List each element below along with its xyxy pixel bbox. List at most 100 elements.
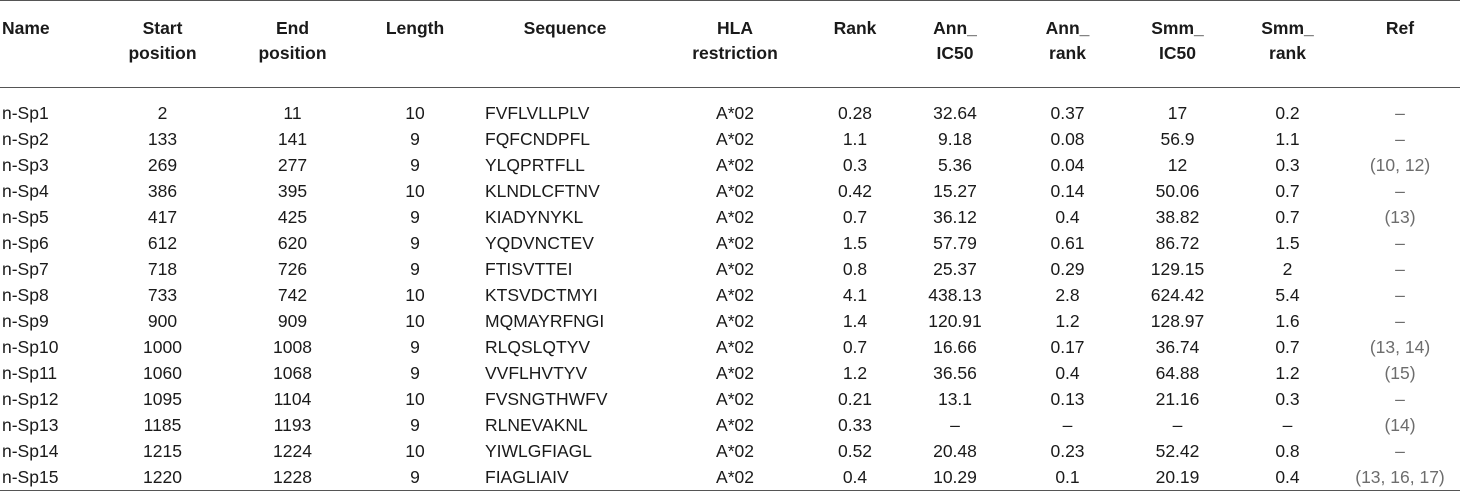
cell-sequence: MQMAYRFNGI	[485, 311, 605, 331]
cell-ref: (13, 14)	[1369, 337, 1431, 357]
cell-hla-restriction: A*02	[716, 415, 754, 435]
cell-sequence: FIAGLIAIV	[475, 464, 655, 491]
cell-end-position: 1008	[273, 337, 312, 357]
cell-end-position: 141	[277, 129, 308, 149]
cell-name: n-Sp3	[2, 155, 49, 175]
cell-ref: (13)	[1384, 207, 1416, 227]
column-header-ann-rank: Ann_ rank	[1015, 0, 1120, 88]
cell-end-position: 726	[277, 259, 308, 279]
cell-rank: 0.4	[815, 464, 895, 491]
table-row: n-Sp3 269 277 9 YLQPRTFLL A*02 0.3 5.36 0.04 12 0.…	[0, 152, 1460, 178]
cell-name: n-Sp6	[2, 233, 49, 253]
cell-length: 10	[405, 441, 425, 461]
table-body: n-Sp1 2 11 10 FVFLVLLPLV A*02 0.28 32.64 0.37 17 0…	[0, 88, 1460, 491]
cell-start-position: 1215	[143, 441, 182, 461]
cell-end-position: 742	[277, 285, 308, 305]
column-header-ann-ic50: Ann_ IC50	[895, 0, 1015, 88]
cell-smm-rank: 0.7	[1275, 207, 1300, 227]
cell-smm-rank: 1.2	[1275, 363, 1300, 383]
cell-rank: 1.4	[842, 311, 868, 331]
cell-length: 10	[405, 181, 425, 201]
cell-hla-restriction: A*02	[655, 464, 815, 491]
cell-sequence: RLQSLQTYV	[485, 337, 591, 357]
cell-length: 10	[405, 389, 425, 409]
cell-end-position: 620	[277, 233, 308, 253]
column-header-length: Length	[355, 0, 475, 88]
cell-rank: 1.1	[842, 129, 868, 149]
table-row: n-Sp8 733 742 10 KTSVDCTMYI A*02 4.1 438.13 2.8 6…	[0, 282, 1460, 308]
cell-ref: –	[1395, 259, 1405, 279]
cell-smm-rank: 0.4	[1235, 464, 1340, 491]
cell-hla-restriction: A*02	[716, 259, 754, 279]
cell-name: n-Sp10	[2, 337, 59, 357]
column-header-line1: Rank	[833, 18, 877, 38]
cell-end-position: 1228	[230, 464, 355, 491]
cell-ann-ic50: 36.56	[933, 363, 977, 383]
cell-length: 9	[355, 464, 475, 491]
cell-start-position: 1220	[95, 464, 230, 491]
cell-ann-ic50: 32.64	[933, 103, 977, 123]
cell-ann-ic50: 36.12	[933, 207, 977, 227]
cell-smm-ic50: 21.16	[1155, 389, 1200, 409]
column-header-line1: Ref	[1385, 18, 1415, 38]
cell-hla-restriction: A*02	[716, 233, 754, 253]
cell-ann-rank: 0.23	[1050, 441, 1085, 461]
cell-smm-rank: 1.6	[1275, 311, 1300, 331]
cell-smm-rank: 0.3	[1275, 155, 1300, 175]
cell-smm-ic50: 624.42	[1150, 285, 1205, 305]
cell-rank: 0.21	[837, 389, 873, 409]
cell-ann-ic50: 9.18	[937, 129, 973, 149]
cell-start-position: 1185	[143, 415, 182, 435]
column-header-line1: Ann_	[933, 18, 977, 38]
cell-length: 9	[410, 233, 420, 253]
cell-end-position: 1193	[273, 415, 312, 435]
cell-ref: (15)	[1384, 363, 1416, 383]
cell-start-position: 2	[157, 103, 168, 123]
table-row: n-Sp6 612 620 9 YQDVNCTEV A*02 1.5 57.79 0.61 86.…	[0, 230, 1460, 256]
cell-length: 9	[410, 415, 420, 435]
cell-ann-ic50: 57.79	[933, 233, 977, 253]
cell-name: n-Sp2	[2, 129, 49, 149]
cell-hla-restriction: A*02	[716, 155, 754, 175]
cell-smm-ic50: 56.9	[1160, 129, 1195, 149]
cell-hla-restriction: A*02	[716, 181, 754, 201]
cell-name: n-Sp5	[2, 207, 49, 227]
cell-start-position: 612	[147, 233, 178, 253]
cell-ann-ic50: 16.66	[933, 337, 977, 357]
cell-end-position: 11	[283, 103, 302, 123]
cell-hla-restriction: A*02	[716, 311, 754, 331]
cell-ref: –	[1395, 389, 1405, 409]
column-header-start-position: Start position	[95, 0, 230, 88]
cell-smm-ic50: 86.72	[1155, 233, 1200, 253]
cell-smm-ic50: –	[1172, 415, 1183, 435]
cell-sequence: FQFCNDPFL	[485, 129, 590, 149]
cell-end-position: 1104	[273, 389, 312, 409]
cell-ann-rank: 0.29	[1050, 259, 1085, 279]
column-header-line1: Sequence	[523, 18, 607, 38]
cell-sequence: FVFLVLLPLV	[485, 103, 590, 123]
cell-hla-restriction: A*02	[716, 389, 754, 409]
cell-end-position: 1068	[273, 363, 312, 383]
cell-sequence: FTISVTTEI	[485, 259, 573, 279]
cell-length: 9	[410, 155, 420, 175]
cell-length: 9	[410, 129, 420, 149]
cell-name: n-Sp1	[2, 103, 49, 123]
column-header-line2: position	[258, 43, 327, 63]
column-header-sequence: Sequence	[475, 0, 655, 88]
cell-smm-ic50: 52.42	[1155, 441, 1200, 461]
cell-ref: –	[1395, 181, 1405, 201]
cell-sequence: YIWLGFIAGL	[485, 441, 592, 461]
cell-name: n-Sp15	[0, 464, 95, 491]
cell-name: n-Sp11	[2, 363, 58, 383]
cell-rank: 0.8	[842, 259, 868, 279]
cell-length: 10	[405, 103, 425, 123]
cell-hla-restriction: A*02	[716, 441, 754, 461]
table-row: n-Sp13 1185 1193 9 RLNEVAKNL A*02 0.33 – – – – (14)	[0, 412, 1460, 438]
cell-start-position: 386	[147, 181, 178, 201]
cell-ref: (10, 12)	[1369, 155, 1431, 175]
cell-ref: –	[1395, 129, 1405, 149]
column-header-line2: IC50	[1159, 43, 1196, 63]
cell-sequence: YLQPRTFLL	[485, 155, 585, 175]
cell-smm-rank: 0.3	[1275, 389, 1300, 409]
